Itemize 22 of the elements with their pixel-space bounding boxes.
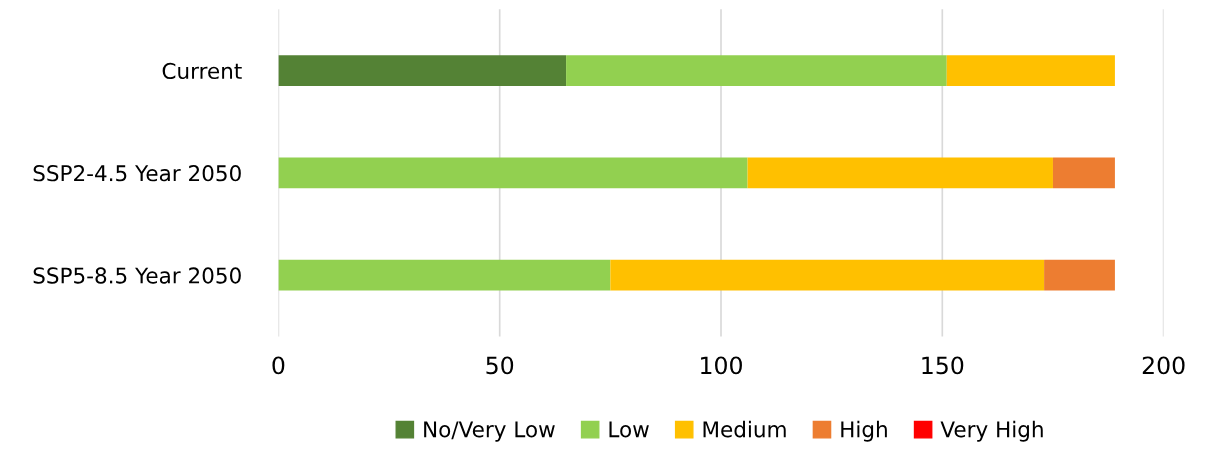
bar xyxy=(1044,259,1115,291)
bar xyxy=(1052,157,1115,189)
legend-label: Low xyxy=(609,421,649,438)
x-tick-label: 50 xyxy=(486,356,514,375)
bar xyxy=(278,259,611,291)
bar xyxy=(278,55,567,86)
x-tick-label: 100 xyxy=(701,356,742,375)
legend-label: Medium xyxy=(703,420,786,438)
y-tick-label: SSP5-8.5 Year 2050 xyxy=(33,267,241,284)
bar xyxy=(747,157,1053,189)
x-tick-label: 0 xyxy=(272,356,285,375)
legend-label: Very High xyxy=(940,420,1043,442)
legend-label: No/Very Low xyxy=(424,421,555,442)
bar xyxy=(278,157,748,189)
y-tick-label: Current xyxy=(162,62,242,80)
bar xyxy=(610,259,1045,291)
bar xyxy=(946,55,1115,86)
legend-label: High xyxy=(841,420,887,442)
x-tick-label: 200 xyxy=(1142,356,1185,375)
x-tick-label: 150 xyxy=(922,356,964,375)
bar xyxy=(566,55,947,86)
y-tick-label: SSP2-4.5 Year 2050 xyxy=(33,165,241,182)
